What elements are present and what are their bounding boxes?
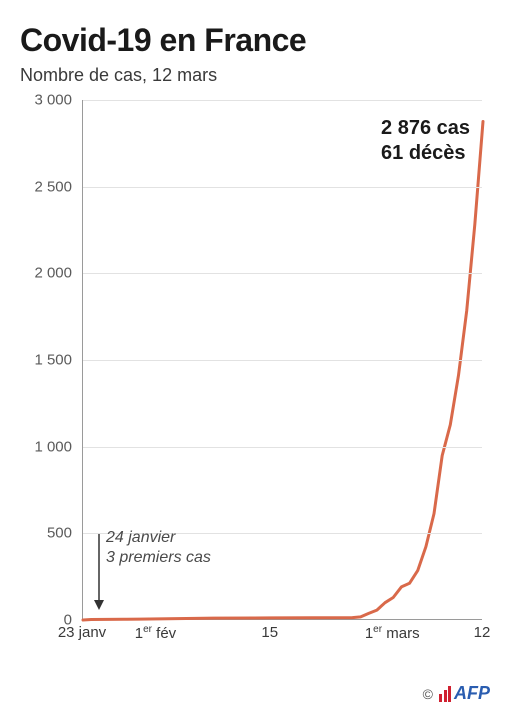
chart-subtitle: Nombre de cas, 12 mars — [20, 65, 492, 86]
y-tick-label: 2 000 — [34, 265, 72, 282]
summary-stat-box: 2 876 cas 61 décès — [381, 116, 470, 166]
x-tick-label: 15 — [261, 624, 278, 641]
chart-area: 05001 0001 5002 0002 5003 000 23 janv1er… — [20, 100, 492, 660]
y-tick-label: 2 500 — [34, 178, 72, 195]
x-tick-label: 23 janv — [58, 624, 106, 641]
gridline — [83, 273, 482, 274]
annotation-line1: 24 janvier — [106, 528, 211, 548]
x-tick-label: 12 — [474, 624, 491, 641]
y-axis: 05001 0001 5002 0002 5003 000 — [20, 100, 78, 620]
x-tick-label: 1er mars — [365, 624, 420, 642]
annotation-line2: 3 premiers cas — [106, 548, 211, 568]
gridline — [83, 447, 482, 448]
copyright-symbol: © — [423, 686, 433, 702]
source-name: AFP — [454, 683, 490, 704]
source-credit: © AFP — [423, 683, 490, 704]
afp-logo-icon: AFP — [439, 683, 490, 704]
x-axis: 23 janv1er fév151er mars12 — [82, 624, 482, 660]
gridline — [83, 100, 482, 101]
stat-deaths: 61 décès — [381, 141, 470, 166]
y-tick-label: 500 — [47, 525, 72, 542]
stat-cases: 2 876 cas — [381, 116, 470, 141]
first-cases-annotation: 24 janvier 3 premiers cas — [106, 528, 211, 568]
gridline — [83, 187, 482, 188]
y-tick-label: 3 000 — [34, 92, 72, 109]
chart-title: Covid-19 en France — [20, 22, 492, 59]
y-tick-label: 1 500 — [34, 352, 72, 369]
y-tick-label: 1 000 — [34, 438, 72, 455]
annotation-arrow-icon — [90, 534, 108, 610]
gridline — [83, 360, 482, 361]
x-tick-label: 1er fév — [135, 624, 176, 642]
